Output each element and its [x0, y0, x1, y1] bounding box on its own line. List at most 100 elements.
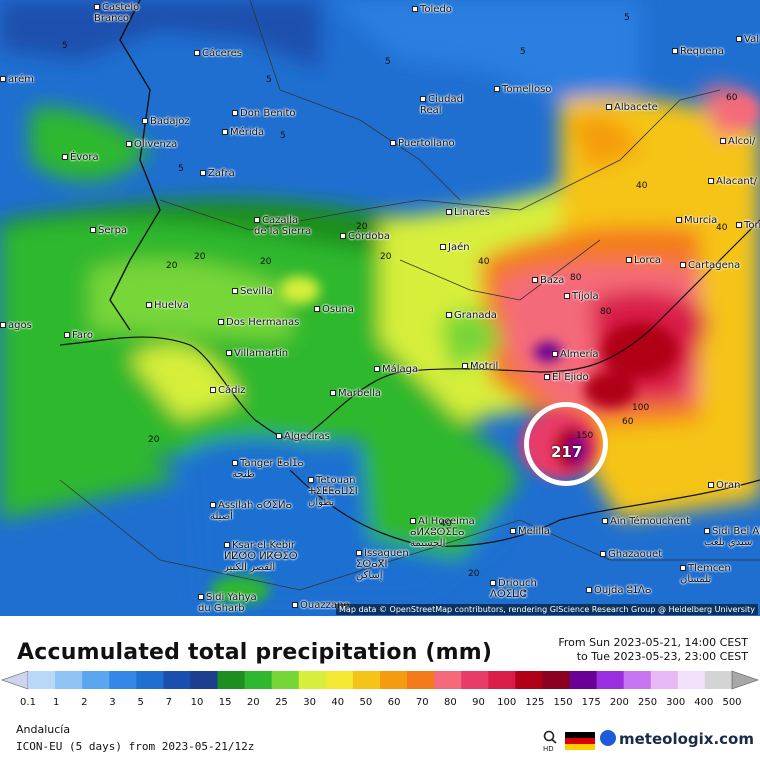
city-marker-icon — [602, 518, 608, 524]
city-name: Granada — [454, 310, 497, 321]
city-label: Algeciras — [276, 431, 330, 442]
city-marker-icon — [680, 262, 686, 268]
city-label: agos — [0, 320, 32, 331]
city-name: Tíjola — [572, 291, 599, 302]
city-label: Sidi Bel Abسيدي بلعب — [704, 526, 760, 548]
city-label: Castelo Branco — [94, 2, 139, 24]
city-marker-icon — [232, 460, 238, 466]
scale-tick-label: 1 — [52, 697, 60, 708]
scale-color-swatch — [434, 671, 462, 689]
scale-tick-label: 500 — [722, 697, 742, 708]
scale-max-arrow — [731, 670, 759, 690]
city-marker-icon — [672, 48, 678, 54]
contour-value-label: 60 — [622, 417, 634, 427]
precipitation-map[interactable]: Castelo Branco Toledo Val Cáceres Requena arém… — [0, 0, 760, 616]
city-name: Tanger ⵟⴰⵏⵊⴰ — [240, 458, 304, 469]
city-name: Cáceres — [202, 48, 243, 59]
city-label: Driouch ⴷⵔⵉⵡⵛ — [490, 578, 537, 600]
city-marker-icon — [210, 387, 216, 393]
city-marker-icon — [420, 96, 426, 102]
city-label: Olivenza — [126, 139, 177, 150]
contour-value-label: 80 — [600, 307, 612, 317]
city-marker-icon — [254, 217, 260, 223]
city-label: Requena — [672, 46, 724, 57]
city-name: Tetouan — [316, 475, 356, 486]
city-label: Ciudad Real — [420, 94, 463, 116]
contour-value-label: 40 — [478, 257, 490, 267]
city-label: Alacant/ — [708, 176, 757, 187]
city-marker-icon — [532, 277, 538, 283]
city-name: de la Sierra — [254, 226, 312, 237]
city-label: Dos Hermanas — [218, 317, 299, 328]
city-label: Marbella — [330, 388, 381, 399]
city-name: Algeciras — [284, 431, 330, 442]
city-marker-icon — [440, 244, 446, 250]
city-name: Albacete — [614, 102, 658, 113]
city-name: أصيلة — [210, 511, 233, 522]
city-marker-icon — [142, 118, 148, 124]
city-marker-icon — [676, 217, 682, 223]
city-marker-icon — [708, 178, 714, 184]
city-marker-icon — [446, 209, 452, 215]
city-name: Osuna — [322, 304, 354, 315]
city-marker-icon — [232, 110, 238, 116]
city-name: Málaga — [382, 364, 419, 375]
city-marker-icon — [0, 76, 6, 82]
city-label: Tanger ⵟⴰⵏⵊⴰ طنجة — [232, 458, 304, 480]
city-name: الحسيمة — [410, 538, 446, 549]
hd-zoom-icon[interactable]: HD — [542, 730, 558, 752]
scale-color-swatch — [677, 671, 706, 689]
contour-value-label: 20 — [468, 569, 480, 579]
city-label: Cádiz — [210, 385, 246, 396]
scale-color-swatch — [82, 671, 110, 689]
city-marker-icon — [330, 390, 336, 396]
scale-color-swatch — [163, 671, 191, 689]
city-label: Mérida — [222, 127, 264, 138]
city-marker-icon — [600, 551, 606, 557]
city-name: إساكن — [356, 570, 383, 581]
contour-value-label: 20 — [166, 261, 178, 271]
city-marker-icon — [62, 154, 68, 160]
scale-tick-label: 60 — [387, 697, 401, 708]
scale-color-swatch — [190, 671, 219, 689]
max-precip-circle — [524, 402, 608, 486]
city-name: Branco — [94, 13, 130, 24]
scale-color-swatch — [298, 671, 327, 689]
city-label: Ouazzane — [292, 600, 349, 611]
city-name: Cartagena — [688, 260, 741, 271]
city-name: Don Benito — [240, 108, 296, 119]
city-label: Ksar-el-Kebir ⵍⵇⵚⵔ ⵍⴽⴱⵉⵔ القصر الكبير — [224, 540, 298, 573]
city-name: du Gharb — [198, 603, 245, 614]
city-marker-icon — [340, 233, 346, 239]
germany-flag-icon[interactable] — [565, 732, 595, 750]
city-marker-icon — [200, 170, 206, 176]
city-label: Huelva — [146, 300, 189, 311]
city-name: ⴷⵔⵉⵡⵛ — [490, 589, 527, 600]
city-label: Faro — [64, 330, 93, 341]
city-marker-icon — [544, 374, 550, 380]
city-label: Granada — [446, 310, 497, 321]
contour-value-label: 80 — [570, 273, 582, 283]
city-marker-icon — [720, 138, 726, 144]
contour-value-label: 5 — [385, 57, 391, 67]
map-attribution[interactable]: Map data © OpenStreetMap contributors, r… — [336, 604, 758, 615]
scale-color-swatch — [515, 671, 543, 689]
city-name: Tomelloso — [502, 84, 552, 95]
city-name: Zafra — [208, 168, 235, 179]
model-run-label: ICON-EU (5 days) from 2023-05-21/12z — [16, 740, 255, 753]
city-name: Cádiz — [218, 385, 246, 396]
scale-color-swatch — [407, 671, 435, 689]
page-title: Accumulated total precipitation (mm) — [17, 640, 493, 665]
scale-tick-label: 70 — [415, 697, 429, 708]
city-marker-icon — [494, 86, 500, 92]
city-name: Huelva — [154, 300, 189, 311]
city-name: Serpa — [98, 225, 128, 236]
scale-tick-label: 90 — [472, 697, 485, 708]
contour-value-label: 20 — [148, 435, 160, 445]
scale-color-swatch — [352, 671, 381, 689]
meteologix-logo[interactable]: meteologix.com — [600, 730, 754, 748]
city-marker-icon — [736, 36, 742, 42]
city-label: Murcia — [676, 215, 717, 226]
city-label: Sidi Yahya du Gharb — [198, 592, 257, 614]
scale-tick-label: 80 — [444, 697, 457, 708]
